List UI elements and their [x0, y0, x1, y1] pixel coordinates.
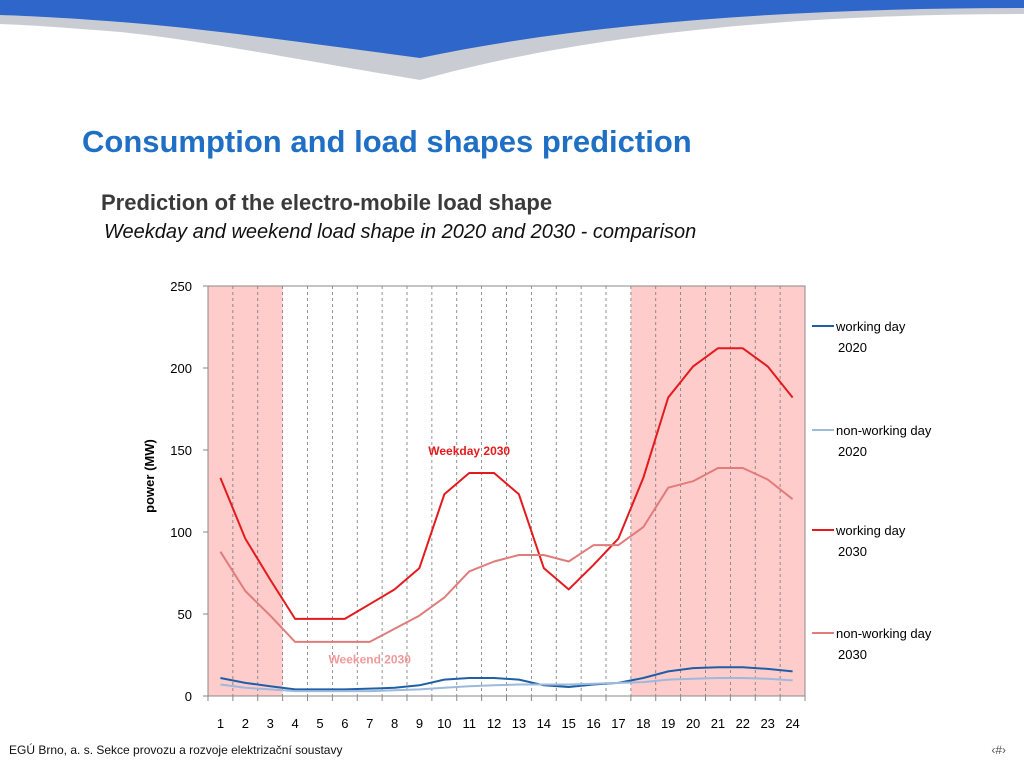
slide-number: ‹#›	[991, 743, 1006, 757]
x-tick-label: 10	[437, 716, 451, 731]
legend-label: 2020	[838, 340, 867, 355]
legend-label: non-working day	[836, 423, 932, 438]
annotation-weekend-2030: Weekend 2030	[328, 652, 411, 666]
legend-label: working day	[835, 319, 906, 334]
x-tick-label: 24	[785, 716, 799, 731]
x-tick-label: 1	[217, 716, 224, 731]
x-tick-label: 15	[561, 716, 575, 731]
series-line-non-working-day-2020	[220, 677, 793, 693]
y-tick-label: 50	[178, 607, 192, 622]
x-axis: 1 2 3 4 5 6 7 8 9 10 11 12 13 14 15 16 17 18 19 20 21 22 23 24	[207, 696, 806, 731]
y-tick-label: 0	[185, 689, 192, 704]
annotations: Weekday 2030 Weekend 2030	[328, 444, 510, 666]
shaded-region-2	[630, 286, 805, 696]
x-tick-label: 2	[242, 716, 249, 731]
x-tick-label: 6	[341, 716, 348, 731]
slide-title: Consumption and load shapes prediction	[82, 124, 692, 159]
y-tick-label: 250	[170, 279, 192, 294]
x-tick-label: 13	[512, 716, 526, 731]
shaded-regions	[208, 286, 805, 696]
chart-heading: Prediction of the electro-mobile load sh…	[101, 190, 553, 215]
header-banner	[0, 0, 1024, 80]
x-tick-label: 7	[366, 716, 373, 731]
x-tick-label: 20	[686, 716, 700, 731]
series-lines	[219, 347, 794, 693]
legend-label: 2030	[838, 544, 867, 559]
x-tick-label: 17	[611, 716, 625, 731]
gridlines	[232, 286, 781, 696]
legend-label: 2030	[838, 647, 867, 662]
x-tick-label: 9	[416, 716, 423, 731]
legend: working day 2020 non-working day 2020 workin…	[812, 319, 932, 662]
y-tick-label: 200	[170, 361, 192, 376]
x-tick-label: 19	[661, 716, 675, 731]
y-tick-label: 100	[170, 525, 192, 540]
legend-label: non-working day	[836, 626, 932, 641]
x-tick-label: 5	[316, 716, 323, 731]
series-line-working-day-2020	[220, 666, 793, 691]
x-tick-label: 22	[736, 716, 750, 731]
footer-organization: EGÚ Brno, a. s. Sekce provozu a rozvoje …	[9, 743, 343, 757]
y-tick-label: 150	[170, 443, 192, 458]
legend-label: working day	[835, 523, 906, 538]
legend-label: 2020	[838, 444, 867, 459]
shaded-region-1	[208, 286, 283, 696]
series-line-non-working-day-2030	[219, 467, 794, 643]
x-tick-label: 14	[537, 716, 551, 731]
x-tick-label: 3	[267, 716, 274, 731]
x-tick-label: 21	[711, 716, 725, 731]
y-axis-label: power (MW)	[142, 439, 157, 513]
x-tick-label: 8	[391, 716, 398, 731]
annotation-weekday-2030: Weekday 2030	[428, 444, 510, 458]
x-tick-label: 4	[291, 716, 298, 731]
chart-subheading: Weekday and weekend load shape in 2020 a…	[104, 221, 697, 243]
x-tick-label: 18	[636, 716, 650, 731]
y-axis: 0 50 100 150 200 250	[170, 279, 208, 704]
x-tick-label: 11	[462, 716, 476, 731]
x-tick-label: 12	[487, 716, 501, 731]
series-line-working-day-2030	[219, 347, 794, 620]
x-tick-label: 23	[760, 716, 774, 731]
x-tick-label: 16	[586, 716, 600, 731]
